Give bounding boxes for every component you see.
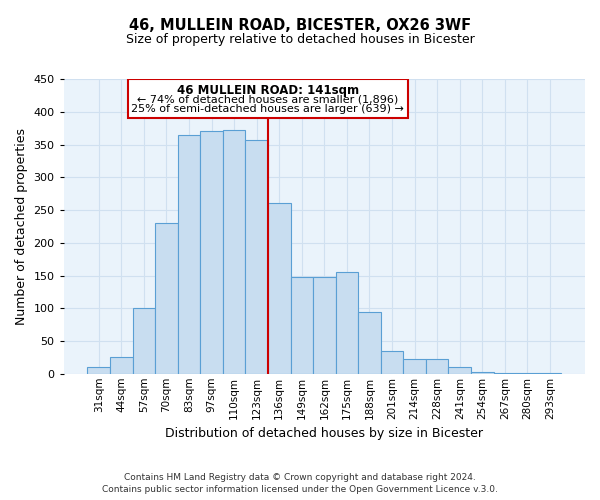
- Bar: [539, 373, 562, 374]
- Bar: [471, 372, 494, 374]
- Bar: [88, 367, 110, 374]
- Text: 25% of semi-detached houses are larger (639) →: 25% of semi-detached houses are larger (…: [131, 104, 404, 114]
- Bar: [290, 278, 313, 374]
- FancyBboxPatch shape: [128, 79, 408, 118]
- Bar: [426, 360, 448, 374]
- Text: Contains public sector information licensed under the Open Government Licence v.: Contains public sector information licen…: [102, 485, 498, 494]
- Bar: [313, 277, 335, 374]
- Bar: [245, 140, 268, 374]
- Bar: [268, 203, 290, 374]
- Bar: [178, 134, 200, 374]
- Bar: [448, 366, 471, 374]
- Bar: [381, 352, 403, 374]
- X-axis label: Distribution of detached houses by size in Bicester: Distribution of detached houses by size …: [166, 427, 484, 440]
- Bar: [155, 223, 178, 374]
- Text: 46, MULLEIN ROAD, BICESTER, OX26 3WF: 46, MULLEIN ROAD, BICESTER, OX26 3WF: [129, 18, 471, 32]
- Bar: [516, 373, 539, 374]
- Bar: [494, 373, 516, 374]
- Text: 46 MULLEIN ROAD: 141sqm: 46 MULLEIN ROAD: 141sqm: [177, 84, 359, 97]
- Bar: [335, 272, 358, 374]
- Text: Contains HM Land Registry data © Crown copyright and database right 2024.: Contains HM Land Registry data © Crown c…: [124, 472, 476, 482]
- Y-axis label: Number of detached properties: Number of detached properties: [15, 128, 28, 325]
- Bar: [223, 130, 245, 374]
- Bar: [403, 360, 426, 374]
- Bar: [110, 358, 133, 374]
- Bar: [200, 132, 223, 374]
- Text: ← 74% of detached houses are smaller (1,896): ← 74% of detached houses are smaller (1,…: [137, 94, 398, 104]
- Bar: [358, 312, 381, 374]
- Bar: [133, 308, 155, 374]
- Text: Size of property relative to detached houses in Bicester: Size of property relative to detached ho…: [125, 32, 475, 46]
